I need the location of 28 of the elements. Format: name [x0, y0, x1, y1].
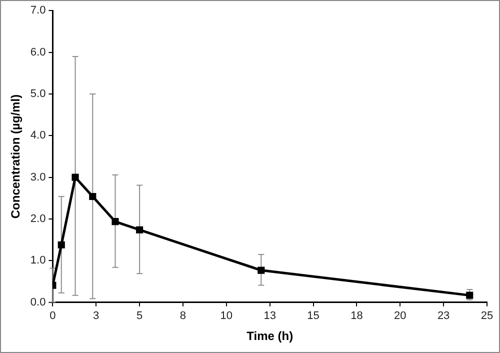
point [466, 292, 474, 299]
y-tick-label: 0.0 [30, 296, 46, 308]
x-tick-label: 10 [220, 310, 233, 322]
y-axis-title: Concentration (µg/ml) [8, 94, 23, 219]
x-tick-label: 0 [50, 310, 56, 322]
point [136, 226, 144, 234]
y-tick-label: 6.0 [30, 46, 46, 58]
point [112, 218, 119, 226]
x-tick-label: 15 [307, 310, 320, 322]
y-tick-label: 1.0 [30, 254, 46, 267]
x-tick-label: 3 [93, 310, 100, 322]
point [72, 174, 79, 181]
y-tick-label: 3.0 [30, 171, 46, 184]
x-tick-label: 13 [264, 310, 276, 322]
y-tick-label: 2.0 [30, 213, 46, 226]
point [89, 192, 96, 200]
x-tick-label: 8 [180, 310, 186, 322]
x-tick-label: 23 [437, 310, 450, 322]
x-tick-label: 20 [394, 310, 406, 322]
x-tick-label: 5 [136, 310, 143, 322]
point [58, 241, 65, 248]
x-axis-title: Time (h) [246, 329, 294, 344]
y-tick-label: 7.0 [30, 4, 46, 17]
y-tick-label: 5.0 [30, 88, 46, 100]
point [258, 266, 265, 274]
y-tick-label: 4.0 [30, 130, 46, 142]
x-tick-label: 18 [350, 310, 363, 322]
x-tick-label: 25 [480, 310, 494, 322]
